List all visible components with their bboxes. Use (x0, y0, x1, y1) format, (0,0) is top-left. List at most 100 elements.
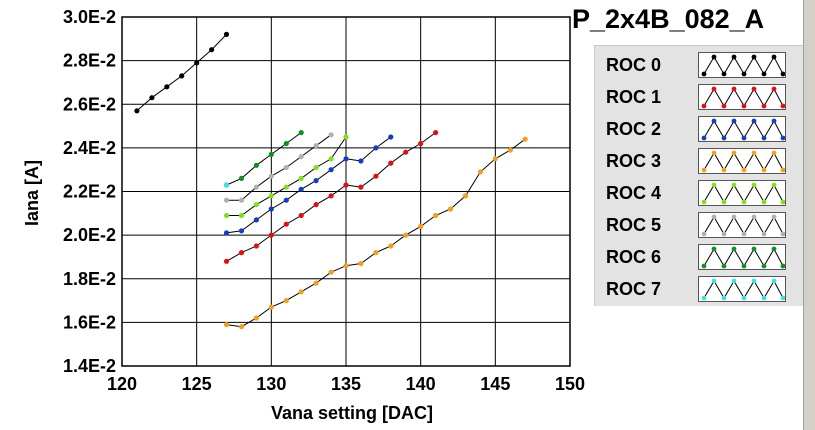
y-axis-label: Iana [A] (22, 160, 42, 226)
data-point (223, 31, 230, 37)
legend-swatch (698, 148, 786, 174)
data-point (343, 263, 349, 269)
data-point (418, 140, 424, 147)
data-point (433, 130, 439, 136)
x-axis: 120 125 130 135 140 145 150 (107, 374, 585, 394)
data-point (253, 315, 259, 321)
series-line (226, 132, 302, 186)
grid (122, 17, 570, 366)
data-point (149, 95, 155, 101)
legend-label: ROC 6 (606, 247, 662, 267)
data-point (328, 193, 334, 199)
x-tick-label: 120 (107, 374, 137, 394)
data-point (313, 164, 319, 171)
data-point (388, 160, 394, 166)
data-point (418, 223, 424, 229)
x-tick-label: 145 (480, 374, 510, 394)
data-point (283, 221, 289, 227)
data-point (238, 324, 245, 330)
series-7 (223, 182, 230, 188)
series-0 (134, 31, 230, 114)
scrollbar[interactable] (803, 0, 815, 430)
y-tick-label: 2.2E-2 (63, 182, 116, 202)
data-point (223, 212, 230, 219)
data-point (313, 178, 319, 184)
data-point (462, 193, 469, 199)
legend-item: ROC 5 (595, 210, 805, 242)
data-point (358, 158, 364, 164)
legend-label: ROC 4 (606, 183, 662, 203)
y-tick-label: 1.4E-2 (63, 356, 116, 376)
data-point (194, 60, 200, 66)
legend-item: ROC 7 (595, 274, 805, 306)
data-point (253, 243, 259, 249)
data-point (298, 212, 304, 219)
data-point (313, 143, 319, 149)
legend-swatch (698, 212, 786, 238)
data-point (238, 212, 245, 219)
data-point (343, 182, 349, 188)
data-point (134, 108, 140, 114)
data-point (283, 184, 289, 190)
data-point (283, 298, 289, 304)
y-tick-label: 2.6E-2 (63, 94, 116, 114)
data-point (223, 230, 230, 236)
data-point (358, 184, 364, 190)
data-point (223, 322, 230, 328)
legend-swatch (698, 180, 786, 206)
series-group (134, 31, 528, 330)
data-point (328, 269, 334, 275)
data-point (388, 243, 394, 249)
data-point (373, 173, 379, 179)
data-point (522, 136, 528, 142)
data-point (223, 258, 230, 264)
x-tick-label: 125 (182, 374, 212, 394)
data-point (313, 280, 319, 286)
legend-item: ROC 0 (595, 50, 805, 82)
series-4 (223, 134, 349, 219)
y-tick-label: 2.4E-2 (63, 138, 116, 158)
series-line (226, 134, 332, 201)
data-point (328, 156, 334, 162)
x-tick-label: 135 (331, 374, 361, 394)
chart: 120 125 130 135 140 145 150 1.4E-2 1.6E-2 1.8E-2… (22, 7, 585, 423)
data-point (298, 154, 304, 160)
data-point (164, 84, 170, 90)
legend-item: ROC 4 (595, 178, 805, 210)
legend-label: ROC 0 (606, 55, 662, 75)
legend-swatch (698, 52, 786, 78)
legend-label: ROC 5 (606, 215, 662, 235)
data-point (298, 130, 304, 136)
data-point (179, 73, 185, 79)
data-point (238, 175, 245, 181)
data-point (268, 193, 274, 199)
data-point (298, 186, 304, 192)
legend-swatch (698, 116, 786, 142)
data-point (298, 289, 304, 295)
x-tick-label: 140 (406, 374, 436, 394)
series-2 (223, 134, 394, 236)
legend-label: ROC 1 (606, 87, 662, 107)
data-point (223, 182, 230, 188)
data-point (373, 145, 379, 151)
series-5 (223, 132, 334, 203)
x-tick-label: 130 (256, 374, 286, 394)
data-point (268, 151, 274, 157)
data-point (253, 202, 259, 208)
data-point (403, 149, 409, 155)
data-point (492, 156, 498, 162)
data-point (298, 175, 304, 181)
data-point (283, 140, 289, 147)
data-point (268, 232, 274, 238)
data-point (283, 164, 289, 171)
data-point (343, 156, 349, 162)
data-point (477, 169, 483, 175)
data-point (209, 47, 215, 53)
data-point (313, 202, 319, 208)
legend-swatch (698, 276, 786, 302)
legend-item: ROC 2 (595, 114, 805, 146)
y-tick-label: 1.6E-2 (63, 312, 116, 332)
data-point (447, 206, 454, 212)
data-point (253, 184, 259, 190)
legend-swatch (698, 244, 786, 270)
